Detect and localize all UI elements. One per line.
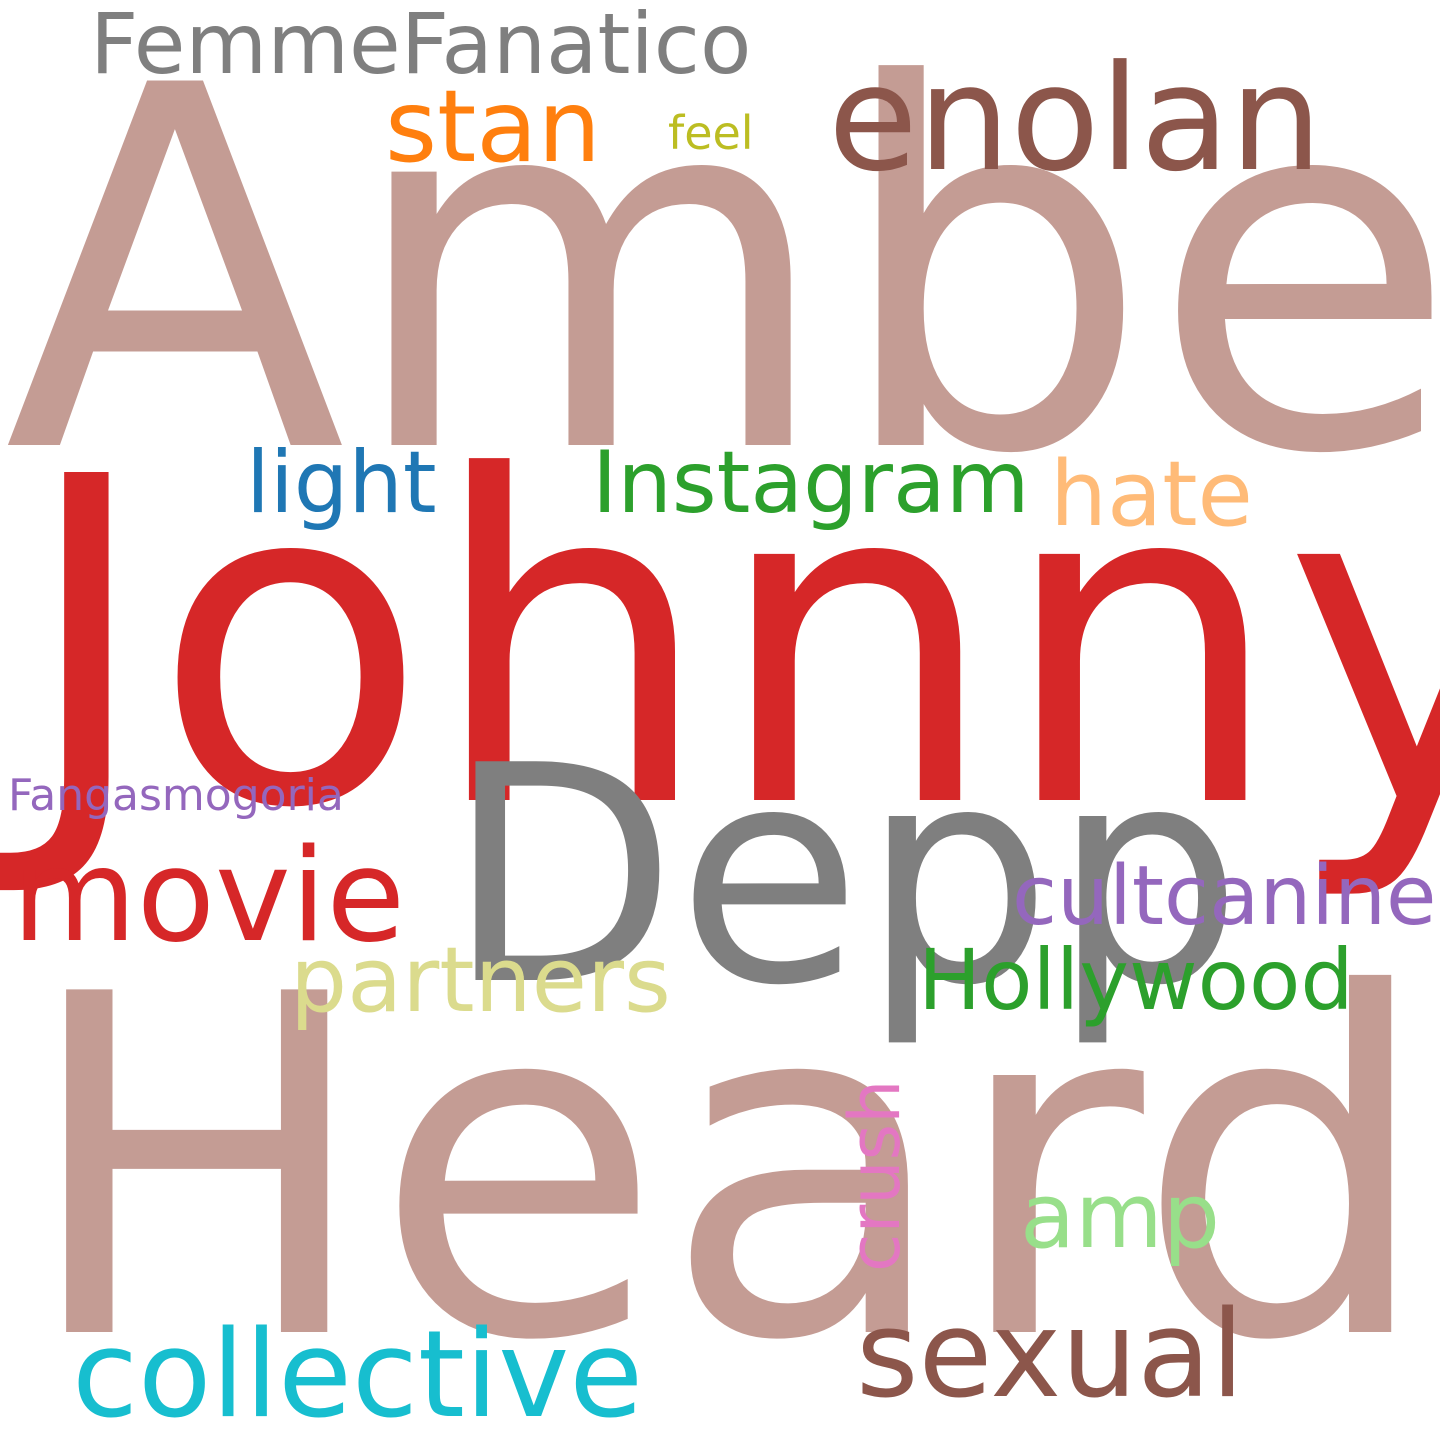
word-heard: Heard (20, 896, 1434, 1440)
word-johnny: Johnny (20, 383, 1440, 907)
word-crush: crush (834, 1079, 916, 1272)
word-stan: stan (385, 68, 601, 185)
word-collective: collective (72, 1306, 644, 1440)
word-feel: feel (668, 106, 754, 160)
word-amber: Amber (4, 0, 1440, 563)
word-amp: amp (1020, 1164, 1220, 1269)
word-fangasmogoria: Fangasmogoria (8, 770, 344, 821)
word-hollywood: Hollywood (918, 931, 1354, 1029)
word-enolan: enolan (828, 34, 1323, 204)
word-movie: movie (12, 822, 406, 971)
word-sexual: sexual (856, 1286, 1245, 1425)
word-femmefanatico: FemmeFanatico (90, 0, 752, 93)
word-light: light (246, 433, 437, 533)
word-partners: partners (290, 928, 671, 1033)
word-cultcanine: cultcanine (1012, 849, 1437, 944)
word-depp: Depp (446, 702, 1243, 1051)
word-hate: hate (1050, 442, 1253, 547)
word-instagram: Instagram (592, 433, 1030, 533)
